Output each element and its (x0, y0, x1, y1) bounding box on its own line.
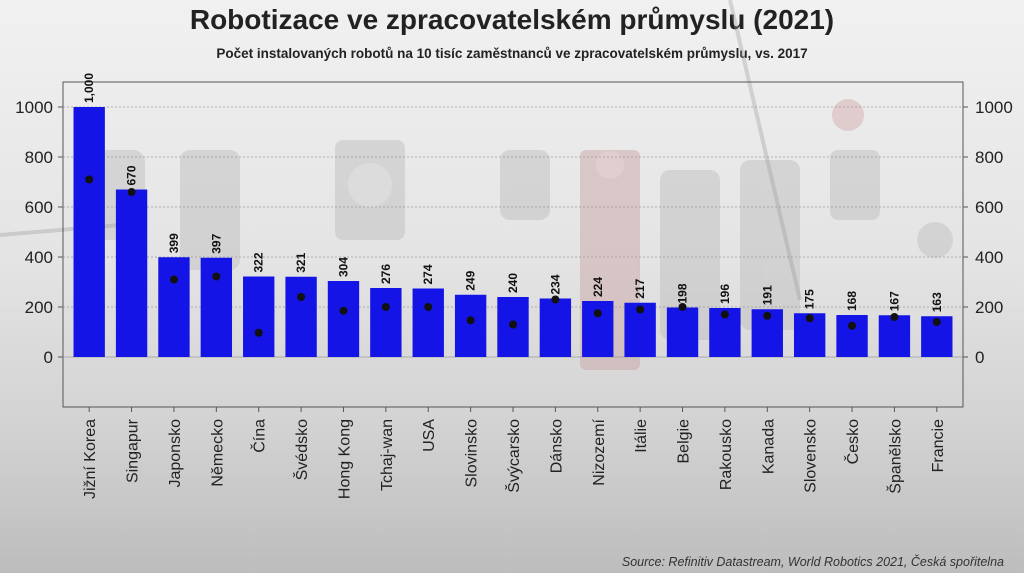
bar-data-label: 224 (591, 277, 605, 297)
y-tick-label-right: 200 (975, 298, 1003, 317)
bar-data-label: 274 (421, 264, 435, 284)
bar (539, 298, 572, 357)
x-category-label: Švédsko (292, 419, 311, 480)
y-tick-label-right: 1000 (975, 98, 1013, 117)
bar (285, 276, 317, 357)
bar (327, 281, 360, 357)
bar-data-label: 217 (633, 278, 647, 298)
bar-data-label: 175 (803, 289, 817, 309)
x-category-label: Španělsko (885, 419, 904, 494)
bar-data-label: 198 (676, 283, 690, 303)
x-category-label: Česko (843, 419, 862, 464)
bar (243, 276, 275, 357)
bar-data-label: 304 (336, 257, 350, 277)
scatter-point-2017 (848, 321, 857, 330)
bar (115, 189, 148, 357)
y-tick-label-right: 600 (975, 198, 1003, 217)
scatter-point-2017 (127, 188, 136, 196)
bar-data-label: 234 (548, 274, 562, 294)
scatter-point-2017 (678, 303, 687, 311)
y-tick-label-right: 0 (975, 348, 984, 367)
bar (878, 315, 911, 357)
scatter-point-2017 (339, 306, 348, 315)
chart-title: Robotizace ve zpracovatelském průmyslu (… (189, 4, 835, 35)
y-tick-label-left: 0 (44, 348, 53, 367)
bar-data-label: 670 (125, 165, 139, 185)
x-category-label: Japonsko (167, 419, 184, 488)
scatter-point-2017 (720, 310, 729, 319)
bar-data-label: 321 (294, 252, 308, 272)
scatter-point-2017 (763, 311, 772, 320)
bar-data-label: 249 (464, 270, 478, 290)
scatter-point-2017 (932, 318, 941, 326)
bar-data-label: 163 (930, 292, 944, 312)
x-category-label: Singapur (125, 418, 142, 483)
bar-data-label: 322 (252, 252, 266, 272)
y-tick-label-left: 400 (25, 248, 53, 267)
bar-data-label: 1,000 (82, 73, 96, 103)
x-category-label: Slovensko (803, 419, 820, 493)
x-category-label: Švýcarsko (504, 419, 523, 493)
x-category-label: USA (421, 419, 438, 452)
scatter-point-2017 (381, 303, 390, 311)
scatter-point-2017 (424, 303, 433, 311)
x-category-label: Tchaj-wan (379, 419, 396, 491)
bar (158, 257, 190, 357)
bar-data-label: 191 (760, 285, 774, 305)
bar-data-label: 276 (379, 264, 393, 284)
x-category-label: Belgie (676, 419, 693, 464)
bar (836, 315, 868, 357)
bar-data-label: 168 (845, 291, 859, 311)
x-category-label: Čína (250, 419, 269, 453)
scatter-point-2017 (509, 320, 517, 329)
scatter-point-2017 (593, 309, 602, 318)
y-tick-label-left: 600 (25, 198, 53, 217)
scatter-point-2017 (212, 272, 221, 281)
x-category-label: Německo (209, 419, 226, 487)
y-tick-label-left: 200 (25, 298, 53, 317)
scatter-point-2017 (254, 328, 263, 337)
scatter-point-2017 (169, 275, 178, 284)
y-tick-label-left: 1000 (15, 98, 53, 117)
bar-data-label: 196 (718, 284, 732, 304)
bar (73, 107, 105, 357)
bar (454, 294, 487, 357)
y-tick-label-right: 400 (975, 248, 1003, 267)
bar (666, 307, 699, 357)
scatter-point-2017 (805, 314, 814, 323)
bar-data-label: 399 (167, 233, 181, 253)
scatter-point-2017 (636, 305, 645, 314)
x-category-label: Francie (930, 419, 947, 472)
plot-frame (62, 81, 964, 408)
scatter-point-2017 (85, 175, 94, 184)
x-category-label: Hong Kong (336, 419, 353, 499)
scatter-point-2017 (466, 316, 475, 325)
x-category-label: Jižní Korea (82, 419, 99, 499)
x-category-label: Nizozemí (591, 418, 608, 485)
scatter-point-2017 (297, 293, 306, 301)
bar-data-label: 167 (887, 291, 901, 311)
x-category-label: Kanada (760, 419, 777, 474)
bar-data-label: 397 (209, 233, 223, 253)
chart-subtitle: Počet instalovaných robotů na 10 tisíc z… (216, 46, 808, 61)
y-tick-label-right: 800 (975, 148, 1003, 167)
x-category-label: Itálie (633, 419, 650, 453)
scatter-point-2017 (890, 313, 899, 321)
x-category-label: Slovinsko (464, 419, 481, 488)
scatter-point-2017 (551, 295, 560, 304)
y-tick-label-left: 800 (25, 148, 53, 167)
bar (370, 288, 402, 357)
x-category-label: Rakousko (718, 419, 735, 490)
x-category-label: Dánsko (548, 419, 565, 473)
source-note: Source: Refinitiv Datastream, World Robo… (621, 555, 1004, 569)
bar (412, 288, 444, 357)
bar-data-label: 240 (506, 273, 520, 293)
